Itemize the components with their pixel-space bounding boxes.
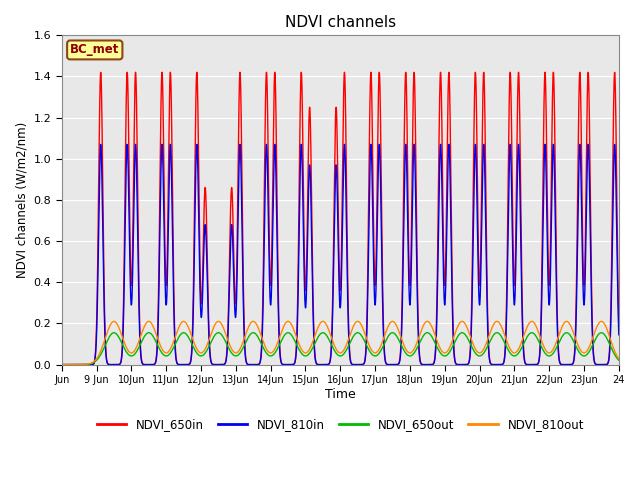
NDVI_650out xyxy=(615,358,623,363)
NDVI_810in xyxy=(260,285,268,291)
NDVI_650in xyxy=(471,83,479,89)
Y-axis label: NDVI channels (W/m2/nm): NDVI channels (W/m2/nm) xyxy=(15,122,28,278)
NDVI_650out xyxy=(260,345,268,351)
NDVI_650in xyxy=(58,362,65,368)
NDVI_810in xyxy=(412,196,419,202)
NDVI_810out xyxy=(563,318,570,324)
NDVI_650in xyxy=(387,362,395,368)
NDVI_810out xyxy=(615,356,623,361)
NDVI_650out xyxy=(471,349,479,355)
Text: BC_met: BC_met xyxy=(70,44,120,57)
NDVI_810in xyxy=(615,332,623,338)
NDVI_650in xyxy=(86,362,93,368)
NDVI_650out xyxy=(500,339,508,345)
NDVI_810out xyxy=(471,345,479,350)
NDVI_650out xyxy=(412,348,419,354)
NDVI_650in xyxy=(260,260,268,266)
Line: NDVI_650in: NDVI_650in xyxy=(61,72,619,365)
Title: NDVI channels: NDVI channels xyxy=(285,15,396,30)
NDVI_650out xyxy=(86,361,93,367)
NDVI_810out xyxy=(58,362,65,368)
NDVI_810in xyxy=(471,152,479,157)
NDVI_810in xyxy=(500,357,508,362)
NDVI_650out xyxy=(563,330,570,336)
NDVI_810in xyxy=(387,362,395,368)
Line: NDVI_810in: NDVI_810in xyxy=(61,144,619,365)
Line: NDVI_650out: NDVI_650out xyxy=(61,333,619,365)
NDVI_810out xyxy=(86,361,93,367)
NDVI_650out xyxy=(58,362,65,368)
NDVI_810out xyxy=(260,339,268,345)
NDVI_810out xyxy=(387,319,395,324)
NDVI_650in xyxy=(412,142,419,148)
NDVI_810out xyxy=(500,332,508,337)
X-axis label: Time: Time xyxy=(325,388,356,401)
NDVI_810in xyxy=(584,142,592,147)
NDVI_810in xyxy=(58,362,65,368)
NDVI_810in xyxy=(86,362,93,368)
Line: NDVI_810out: NDVI_810out xyxy=(61,321,619,365)
NDVI_810out xyxy=(412,343,419,348)
NDVI_650in xyxy=(500,355,508,360)
NDVI_650in xyxy=(615,322,623,328)
NDVI_650in xyxy=(584,70,592,75)
Legend: NDVI_650in, NDVI_810in, NDVI_650out, NDVI_810out: NDVI_650in, NDVI_810in, NDVI_650out, NDV… xyxy=(92,413,589,436)
NDVI_650out xyxy=(387,330,395,336)
